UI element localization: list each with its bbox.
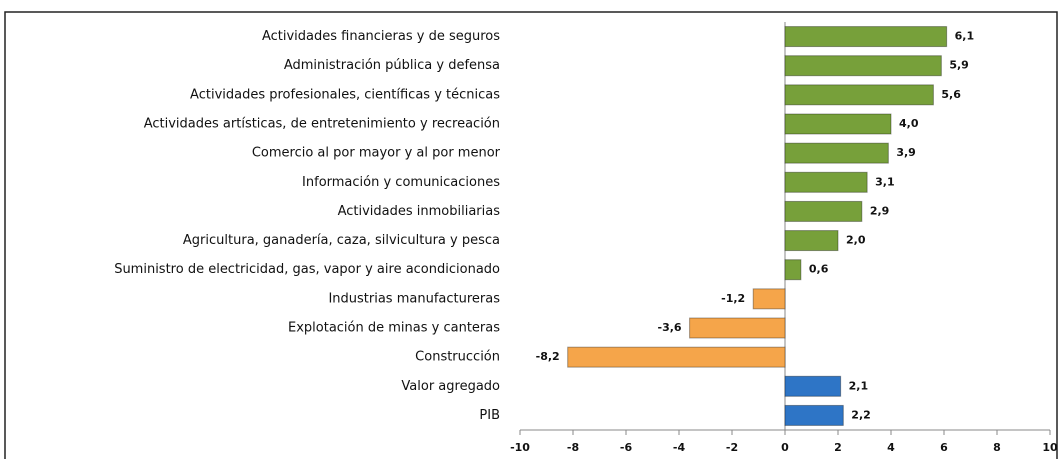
x-tick-label: 4	[887, 441, 895, 454]
frame	[4, 11, 1058, 459]
x-tick-label: 6	[940, 441, 948, 454]
bar	[689, 317, 786, 339]
x-tick-label: 10	[1042, 441, 1058, 454]
category-label: Comercio al por mayor y al por menor	[252, 146, 501, 161]
category-label: Actividades financieras y de seguros	[262, 29, 500, 44]
bar	[752, 288, 786, 310]
value-label: 2,9	[870, 204, 890, 217]
value-label: 3,1	[875, 175, 895, 188]
category-label: Industrias manufactureras	[328, 291, 500, 306]
value-label: 6,1	[955, 30, 975, 43]
value-label: -8,2	[536, 350, 560, 363]
category-label: Valor agregado	[401, 379, 500, 394]
x-tick-label: -2	[726, 441, 738, 454]
bar	[784, 142, 889, 164]
value-label: 3,9	[896, 146, 916, 159]
x-tick-label: -8	[567, 441, 579, 454]
bar	[784, 230, 839, 252]
bar	[784, 200, 863, 222]
category-label: Actividades artísticas, de entretenimien…	[144, 117, 500, 132]
bar	[784, 404, 844, 426]
x-tick-label: -6	[620, 441, 633, 454]
bar	[784, 113, 892, 135]
category-label: PIB	[479, 408, 500, 423]
value-label: 4,0	[899, 117, 919, 130]
bar	[784, 375, 842, 397]
category-label: Actividades profesionales, científicas y…	[190, 87, 500, 102]
value-label: -3,6	[658, 321, 682, 334]
value-label: 2,1	[849, 379, 869, 392]
x-tick-label: 0	[781, 441, 789, 454]
category-label: Explotación de minas y canteras	[288, 321, 500, 336]
x-tick-label: 8	[993, 441, 1001, 454]
category-label: Construcción	[415, 350, 500, 365]
category-label: Actividades inmobiliarias	[338, 204, 501, 219]
bar	[784, 26, 948, 48]
value-label: -1,2	[721, 292, 745, 305]
value-label: 5,6	[941, 88, 961, 101]
bar	[784, 55, 942, 77]
category-label: Agricultura, ganadería, caza, silvicultu…	[183, 233, 500, 248]
bar	[784, 84, 934, 106]
value-label: 5,9	[949, 59, 969, 72]
value-label: 2,2	[851, 408, 871, 421]
bar	[567, 346, 786, 368]
x-tick-label: -4	[673, 441, 686, 454]
x-tick-label: -10	[510, 441, 530, 454]
value-label: 0,6	[809, 263, 829, 276]
x-tick-label: 2	[834, 441, 842, 454]
category-label: Administración pública y defensa	[284, 58, 500, 73]
category-label: Información y comunicaciones	[302, 175, 500, 190]
bar	[784, 171, 868, 193]
category-label: Suministro de electricidad, gas, vapor y…	[114, 262, 500, 277]
bar	[784, 259, 802, 281]
value-label: 2,0	[846, 234, 866, 247]
